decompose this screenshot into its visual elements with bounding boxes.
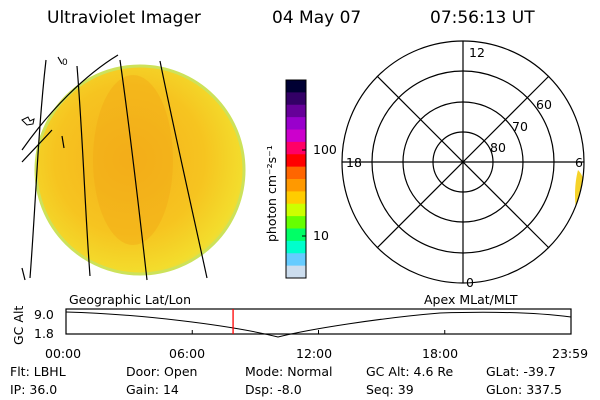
colorbar-segment [286,141,306,155]
mlt-label-12: 12 [469,45,485,60]
info-door-value: Open [164,364,198,379]
time-tick-label: 00:00 [45,346,82,361]
colorbar-segment [286,129,306,143]
observation-time: 07:56:13 UT [430,8,535,28]
altitude-tick-high: 9.0 [34,307,54,322]
mlat-label-60: 60 [536,97,552,112]
info-glon: GLon: 337.5 [486,382,562,397]
time-axis-ticks [65,330,572,334]
time-tick-label: 12:00 [296,346,333,361]
mlat-label-80: 80 [490,140,506,155]
colorbar-segment [286,80,306,93]
info-glat: GLat: -39.7 [486,364,556,379]
info-ip-value: 36.0 [29,382,58,397]
grid-tick [21,267,26,281]
geographic-grid [21,54,208,281]
polar-plot [341,40,585,284]
info-seq: Seq: 39 [366,382,414,397]
altitude-plot [65,308,572,338]
colorbar-segment [286,203,306,217]
info-gc-alt: GC Alt: 4.6 Re [366,364,454,379]
colorbar-segment [286,117,306,130]
colorbar-segment [286,191,306,205]
time-tick-label: 18:00 [422,346,459,361]
colorbar-unit-label: photon cm⁻²s⁻¹ [264,145,279,242]
altitude-axis-label: GC Alt [11,305,26,345]
colorbar-segment [286,92,306,106]
info-mode-value: Normal [287,364,333,379]
colorbar-segment [286,179,306,192]
info-seq-value: 39 [397,382,414,397]
info-door: Door: Open [126,364,198,379]
mlt-label-6: 6 [575,155,583,170]
colorbar-segment [286,104,306,118]
info-dsp-value: -8.0 [277,382,302,397]
grid-corner-label: 0 [62,58,68,68]
grid-tick [57,56,63,65]
info-gain: Gain: 14 [126,382,179,397]
meridian-line [159,60,208,279]
info-filter-value: LBHL [33,364,66,379]
mlt-label-18: 18 [346,155,362,170]
time-tick-label: 06:00 [169,346,206,361]
time-tick-label: 23:59 [552,346,589,361]
latitude-line [21,54,119,151]
coastline-fragment [21,116,35,126]
info-dsp: Dsp: -8.0 [245,382,302,397]
meridian-line [29,59,47,279]
color-scale-bar [285,79,307,279]
meridian-line [119,59,148,281]
colorbar-segment [286,216,306,229]
right-panel-caption: Apex MLat/MLT [424,292,518,307]
info-filter: Flt: LBHL [10,364,66,379]
colorbar-segment [286,228,306,242]
colorbar-frame [285,79,307,279]
left-panel-caption: Geographic Lat/Lon [69,292,191,307]
info-glat-value: -39.7 [523,364,556,379]
colorbar-segment [286,265,306,279]
colorbar-segment [286,154,306,168]
altitude-curve [65,311,572,338]
info-mode: Mode: Normal [245,364,333,379]
instrument-title: Ultraviolet Imager [47,8,201,28]
mlt-line-diag [376,75,550,249]
colorbar-segment [286,253,306,267]
mlat-label-70: 70 [512,119,528,134]
mlt-label-0: 0 [466,275,474,290]
colorbar-tick-10: 10 [313,228,329,243]
earth-disk-image [34,64,246,276]
colorbar-segment [286,240,306,254]
info-ip: IP: 36.0 [10,382,58,397]
colorbar-segment [286,166,306,180]
info-gain-value: 14 [162,382,179,397]
altitude-tick-low: 1.8 [34,326,54,341]
colorbar-tick-100: 100 [313,142,337,157]
meridian-line [76,65,91,277]
grid-tick [61,135,65,149]
info-gc-alt-value: 4.6 Re [413,364,454,379]
info-glon-value: 337.5 [526,382,562,397]
observation-date: 04 May 07 [272,8,362,28]
latitude-line [21,129,53,163]
